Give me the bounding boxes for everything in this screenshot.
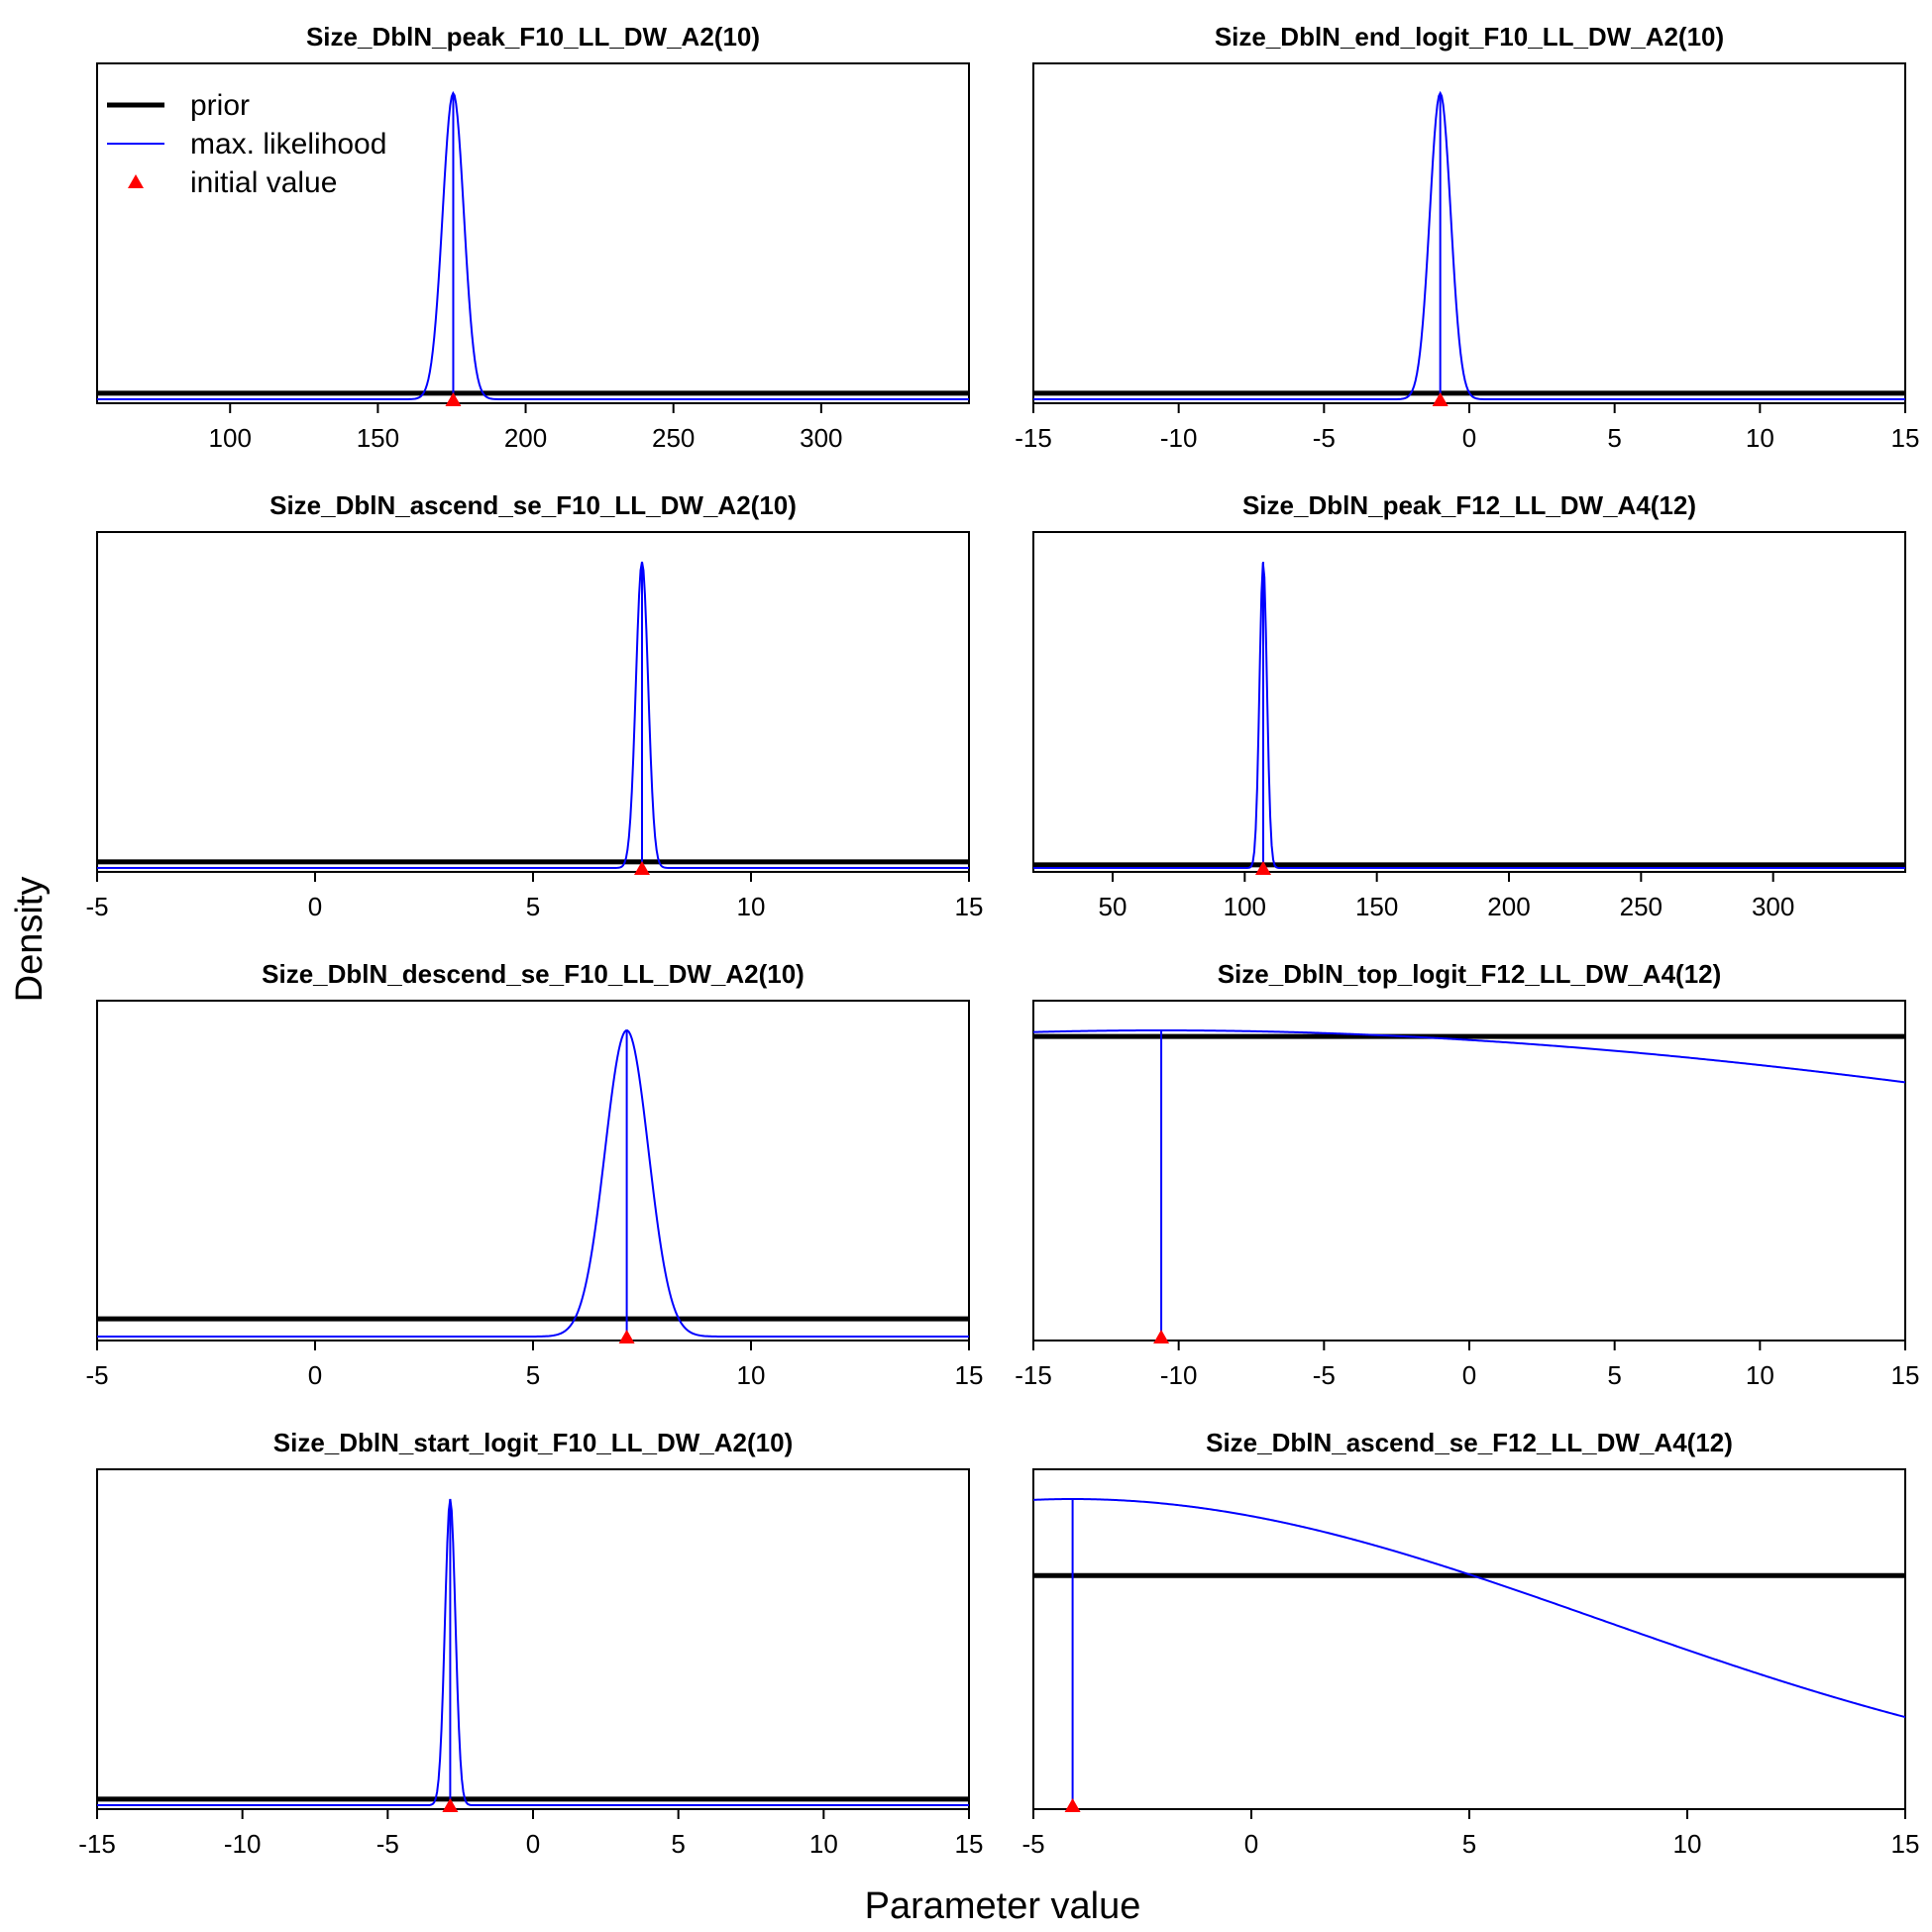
initial-value-marker bbox=[618, 1330, 635, 1343]
x-tick-label: 5 bbox=[526, 892, 540, 921]
panel-title: Size_DblN_end_logit_F10_LL_DW_A2(10) bbox=[1215, 22, 1724, 52]
x-tick-label: 0 bbox=[308, 892, 322, 921]
x-tick-label: 15 bbox=[1891, 423, 1920, 453]
x-tick-label: -5 bbox=[1021, 1829, 1044, 1859]
x-tick-label: 0 bbox=[1462, 423, 1476, 453]
x-tick-label: 15 bbox=[1891, 1360, 1920, 1390]
mle-density-curve bbox=[1032, 1029, 1906, 1084]
legend-item-2: max. likelihood bbox=[107, 128, 386, 161]
x-tick-label: 10 bbox=[737, 892, 766, 921]
x-tick-label: 200 bbox=[1487, 892, 1530, 921]
x-tick-label: 150 bbox=[357, 423, 399, 453]
y-axis-label: Density bbox=[9, 877, 51, 1003]
x-tick-label: 5 bbox=[1607, 423, 1621, 453]
plot-frame bbox=[1032, 62, 1906, 404]
x-tick-label: 50 bbox=[1099, 892, 1127, 921]
panel-title: Size_DblN_ascend_se_F10_LL_DW_A2(10) bbox=[269, 490, 797, 520]
mle-density-curve bbox=[1033, 90, 1905, 400]
x-tick-label: -10 bbox=[224, 1829, 262, 1859]
legend-label: max. likelihood bbox=[190, 128, 386, 161]
x-tick-label: 250 bbox=[652, 423, 695, 453]
x-tick-label: 300 bbox=[800, 423, 842, 453]
plot-frame bbox=[96, 62, 970, 404]
panel-6: Size_DblN_top_logit_F12_LL_DW_A4(12) -15 -… bbox=[1015, 959, 1919, 1390]
legend-item-3: initial value bbox=[128, 166, 337, 199]
panel-7: Size_DblN_start_logit_F10_LL_DW_A2(10) -1… bbox=[78, 1428, 983, 1859]
initial-value-marker bbox=[1064, 1798, 1081, 1812]
mle-density-curve bbox=[1033, 562, 1905, 869]
panel-grid: Size_DblN_peak_F10_LL_DW_A2(10)100 150 200… bbox=[78, 22, 1919, 1859]
panel-8: Size_DblN_ascend_se_F12_LL_DW_A4(12) -5 0 5… bbox=[1021, 1428, 1919, 1859]
plot-frame bbox=[1032, 1000, 1906, 1342]
x-tick-label: 150 bbox=[1355, 892, 1398, 921]
plot-frame bbox=[1032, 531, 1906, 873]
x-tick-label: -5 bbox=[376, 1829, 399, 1859]
panel-title: Size_DblN_ascend_se_F12_LL_DW_A4(12) bbox=[1206, 1428, 1733, 1457]
plot-frame bbox=[1032, 1468, 1906, 1810]
x-tick-label: 15 bbox=[1891, 1829, 1920, 1859]
legend-item-1: prior bbox=[107, 89, 250, 122]
panel-title: Size_DblN_peak_F12_LL_DW_A4(12) bbox=[1242, 490, 1696, 520]
legend-swatch bbox=[128, 174, 144, 188]
x-tick-label: 200 bbox=[504, 423, 547, 453]
initial-value-marker bbox=[1432, 392, 1449, 406]
x-tick-label: -10 bbox=[1160, 423, 1198, 453]
plot-frame bbox=[96, 1468, 970, 1810]
x-tick-label: 15 bbox=[955, 892, 984, 921]
mle-density-curve bbox=[97, 561, 969, 869]
panel-2: Size_DblN_end_logit_F10_LL_DW_A2(10) -15 -… bbox=[1015, 22, 1919, 453]
x-tick-label: 100 bbox=[1224, 892, 1266, 921]
x-tick-label: -15 bbox=[78, 1829, 116, 1859]
x-tick-label: -10 bbox=[1160, 1360, 1198, 1390]
x-tick-label: -5 bbox=[1313, 423, 1336, 453]
x-tick-label: 0 bbox=[1462, 1360, 1476, 1390]
initial-value-marker bbox=[442, 1798, 459, 1812]
x-tick-label: 0 bbox=[1244, 1829, 1258, 1859]
panel-5: Size_DblN_descend_se_F10_LL_DW_A2(10) -5 0… bbox=[85, 959, 983, 1390]
mle-density-curve bbox=[1032, 1498, 1906, 1719]
x-tick-label: -15 bbox=[1015, 423, 1052, 453]
x-tick-label: 5 bbox=[1607, 1360, 1621, 1390]
initial-value-marker bbox=[1255, 861, 1271, 875]
panel-title: Size_DblN_descend_se_F10_LL_DW_A2(10) bbox=[262, 959, 805, 989]
x-tick-label: 100 bbox=[209, 423, 252, 453]
x-tick-label: -15 bbox=[1015, 1360, 1052, 1390]
x-tick-label: 10 bbox=[809, 1829, 838, 1859]
x-tick-label: 10 bbox=[1746, 1360, 1774, 1390]
x-tick-label: 10 bbox=[1746, 423, 1774, 453]
x-tick-label: -5 bbox=[85, 1360, 108, 1390]
x-tick-label: -5 bbox=[85, 892, 108, 921]
panel-title: Size_DblN_top_logit_F12_LL_DW_A4(12) bbox=[1218, 959, 1722, 989]
panel-title: Size_DblN_start_logit_F10_LL_DW_A2(10) bbox=[273, 1428, 793, 1457]
x-tick-label: 15 bbox=[955, 1829, 984, 1859]
x-tick-label: 10 bbox=[1673, 1829, 1702, 1859]
x-tick-label: 250 bbox=[1620, 892, 1663, 921]
x-tick-label: 0 bbox=[526, 1829, 540, 1859]
x-tick-label: 5 bbox=[1462, 1829, 1476, 1859]
panel-1: Size_DblN_peak_F10_LL_DW_A2(10) 100 150 200… bbox=[96, 22, 970, 453]
legend: prior max. likelihood initial value bbox=[107, 89, 386, 199]
plot-frame bbox=[96, 1000, 970, 1342]
initial-value-marker bbox=[1153, 1330, 1170, 1343]
initial-value-marker bbox=[634, 861, 650, 875]
mle-density-curve bbox=[97, 90, 969, 400]
plot-frame bbox=[96, 531, 970, 873]
x-tick-label: 10 bbox=[737, 1360, 766, 1390]
x-tick-label: 0 bbox=[308, 1360, 322, 1390]
mle-density-curve bbox=[97, 1498, 969, 1806]
initial-value-marker bbox=[445, 392, 462, 406]
x-tick-label: 300 bbox=[1752, 892, 1794, 921]
panel-title: Size_DblN_peak_F10_LL_DW_A2(10) bbox=[306, 22, 760, 52]
x-tick-label: 5 bbox=[671, 1829, 685, 1859]
x-axis-label: Parameter value bbox=[865, 1885, 1141, 1927]
legend-label: prior bbox=[190, 89, 250, 122]
x-tick-label: 15 bbox=[955, 1360, 984, 1390]
mle-density-curve bbox=[97, 1029, 969, 1338]
x-tick-label: 5 bbox=[526, 1360, 540, 1390]
legend-label: initial value bbox=[190, 166, 337, 199]
x-tick-label: -5 bbox=[1313, 1360, 1336, 1390]
panel-3: Size_DblN_ascend_se_F10_LL_DW_A2(10) -5 0 5… bbox=[85, 490, 983, 921]
panel-4: Size_DblN_peak_F12_LL_DW_A4(12) 50 100 150 2… bbox=[1032, 490, 1906, 921]
